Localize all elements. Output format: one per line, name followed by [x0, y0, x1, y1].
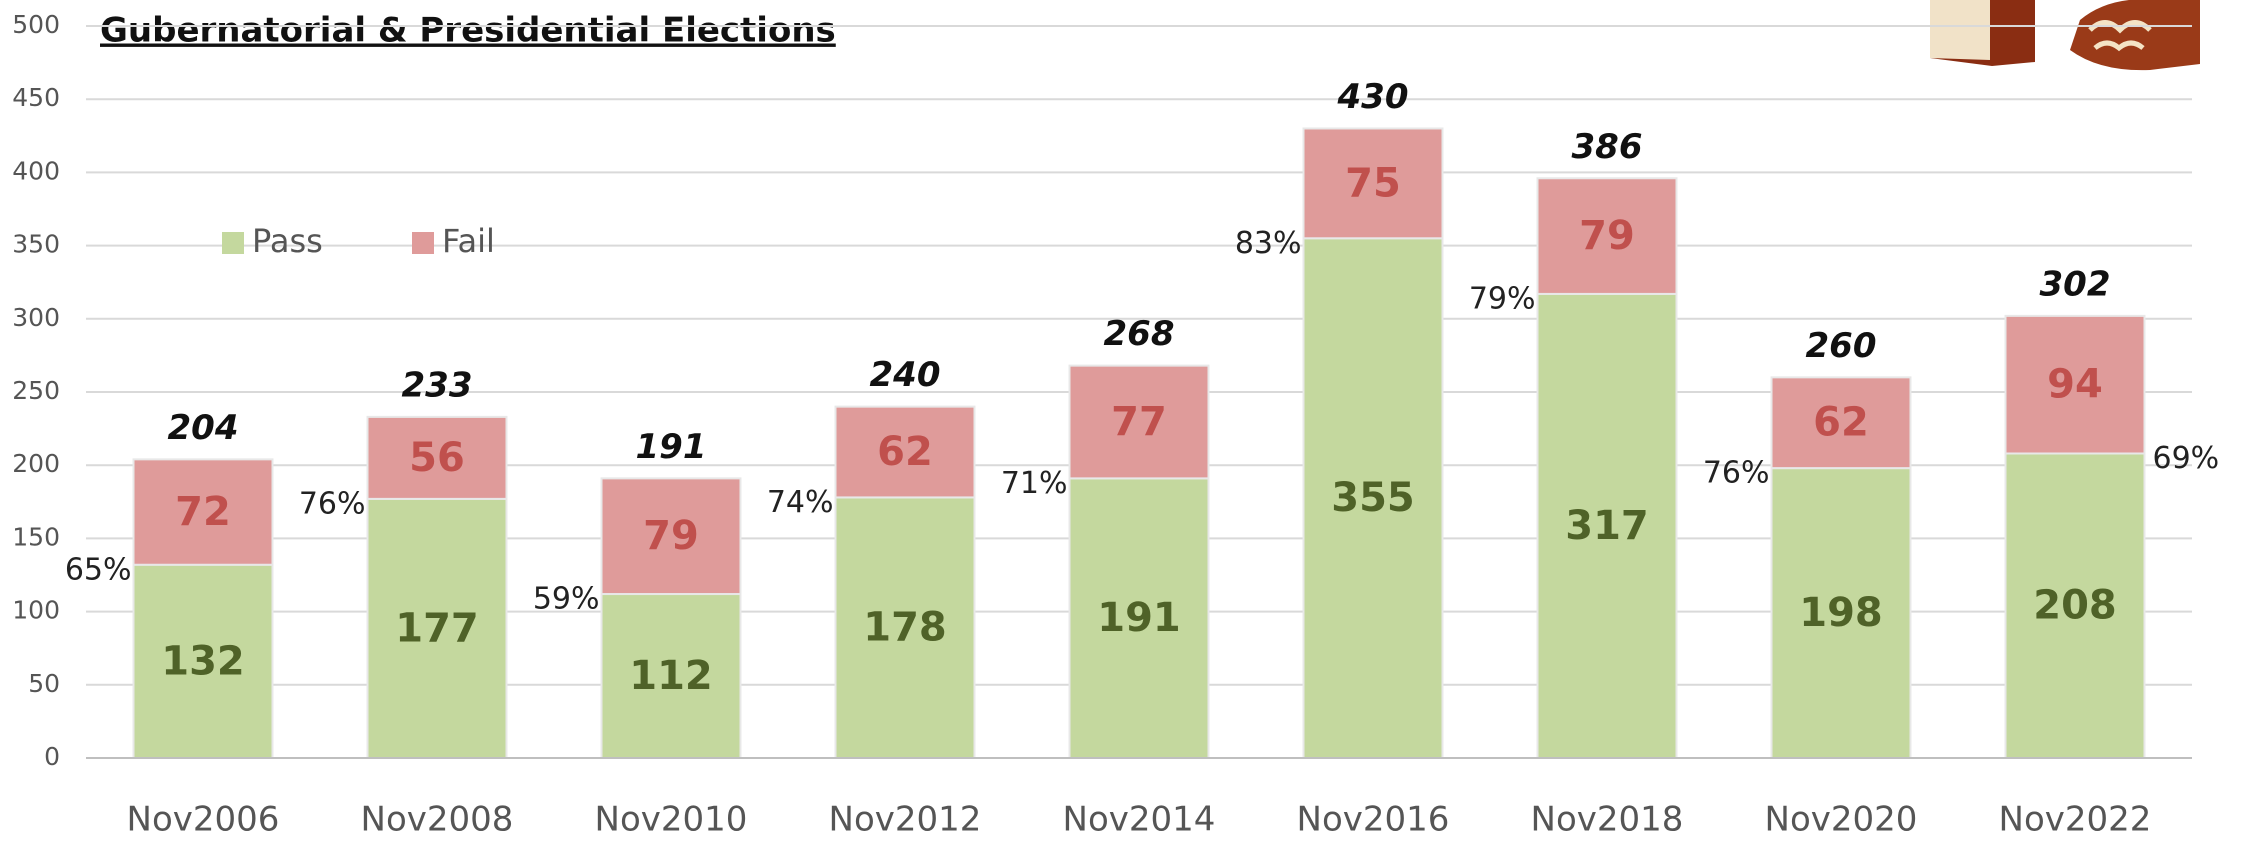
legend-swatch — [412, 232, 434, 254]
bar-value-label: 56 — [409, 435, 465, 481]
y-tick-label: 400 — [12, 156, 60, 185]
x-tick-label: Nov2016 — [1297, 800, 1450, 840]
total-label: 302 — [2040, 264, 2111, 304]
pass-percentage-label: 79% — [1469, 281, 1536, 316]
pass-percentage-label: 74% — [767, 485, 834, 520]
bar-value-label: 198 — [1799, 590, 1883, 636]
x-tick-label: Nov2010 — [595, 800, 748, 840]
pass-percentage-label: 76% — [299, 486, 366, 521]
bar-value-label: 112 — [629, 653, 713, 699]
total-label: 204 — [168, 408, 239, 448]
x-tick-label: Nov2006 — [127, 800, 280, 840]
y-tick-label: 200 — [12, 449, 60, 478]
bar-value-label: 317 — [1565, 503, 1649, 549]
y-tick-label: 0 — [44, 742, 60, 771]
bar-value-label: 177 — [395, 605, 479, 651]
bar-value-label: 79 — [643, 513, 699, 559]
total-label: 430 — [1337, 77, 1409, 117]
chart: Gubernatorial & Presidential Elections 0… — [0, 0, 2244, 845]
bar-value-label: 178 — [863, 605, 947, 651]
bar-value-label: 62 — [877, 429, 933, 475]
y-tick-label: 450 — [12, 83, 60, 112]
bar-value-label: 355 — [1331, 475, 1415, 521]
pass-percentage-label: 76% — [1703, 456, 1770, 491]
y-tick-label: 300 — [12, 303, 60, 332]
y-tick-label: 50 — [28, 669, 60, 698]
x-tick-label: Nov2020 — [1765, 800, 1918, 840]
bar-value-label: 75 — [1345, 160, 1401, 206]
bar-value-label: 94 — [2047, 362, 2103, 408]
legend-label: Pass — [252, 222, 323, 260]
x-tick-label: Nov2008 — [361, 800, 514, 840]
y-tick-label: 500 — [12, 10, 60, 39]
total-label: 268 — [1104, 314, 1175, 354]
total-label: 260 — [1806, 326, 1877, 366]
y-tick-label: 250 — [12, 376, 60, 405]
total-label: 386 — [1572, 127, 1643, 167]
x-tick-label: Nov2014 — [1063, 800, 1216, 840]
x-tick-label: Nov2022 — [1999, 800, 2152, 840]
bar-value-label: 208 — [2033, 583, 2117, 629]
bar-value-label: 191 — [1097, 595, 1181, 641]
bar-value-label: 79 — [1579, 213, 1635, 259]
bar-value-label: 72 — [175, 489, 231, 535]
total-label: 233 — [402, 365, 473, 405]
bar-value-label: 62 — [1813, 400, 1869, 446]
legend-swatch — [222, 232, 244, 254]
pass-percentage-label: 83% — [1235, 226, 1302, 261]
total-label: 240 — [870, 355, 941, 395]
legend-label: Fail — [442, 222, 495, 260]
pass-percentage-label: 69% — [2153, 441, 2220, 476]
pass-percentage-label: 71% — [1001, 466, 1068, 501]
x-tick-label: Nov2012 — [829, 800, 982, 840]
pass-percentage-label: 65% — [65, 552, 132, 587]
chart-title: Gubernatorial & Presidential Elections — [100, 11, 836, 51]
total-label: 191 — [636, 427, 707, 467]
bar-value-label: 132 — [161, 638, 245, 684]
y-tick-label: 100 — [12, 596, 60, 625]
bar-value-label: 77 — [1111, 399, 1167, 445]
pass-percentage-label: 59% — [533, 582, 600, 617]
y-tick-label: 150 — [12, 522, 60, 551]
y-tick-label: 350 — [12, 230, 60, 259]
x-tick-label: Nov2018 — [1531, 800, 1684, 840]
